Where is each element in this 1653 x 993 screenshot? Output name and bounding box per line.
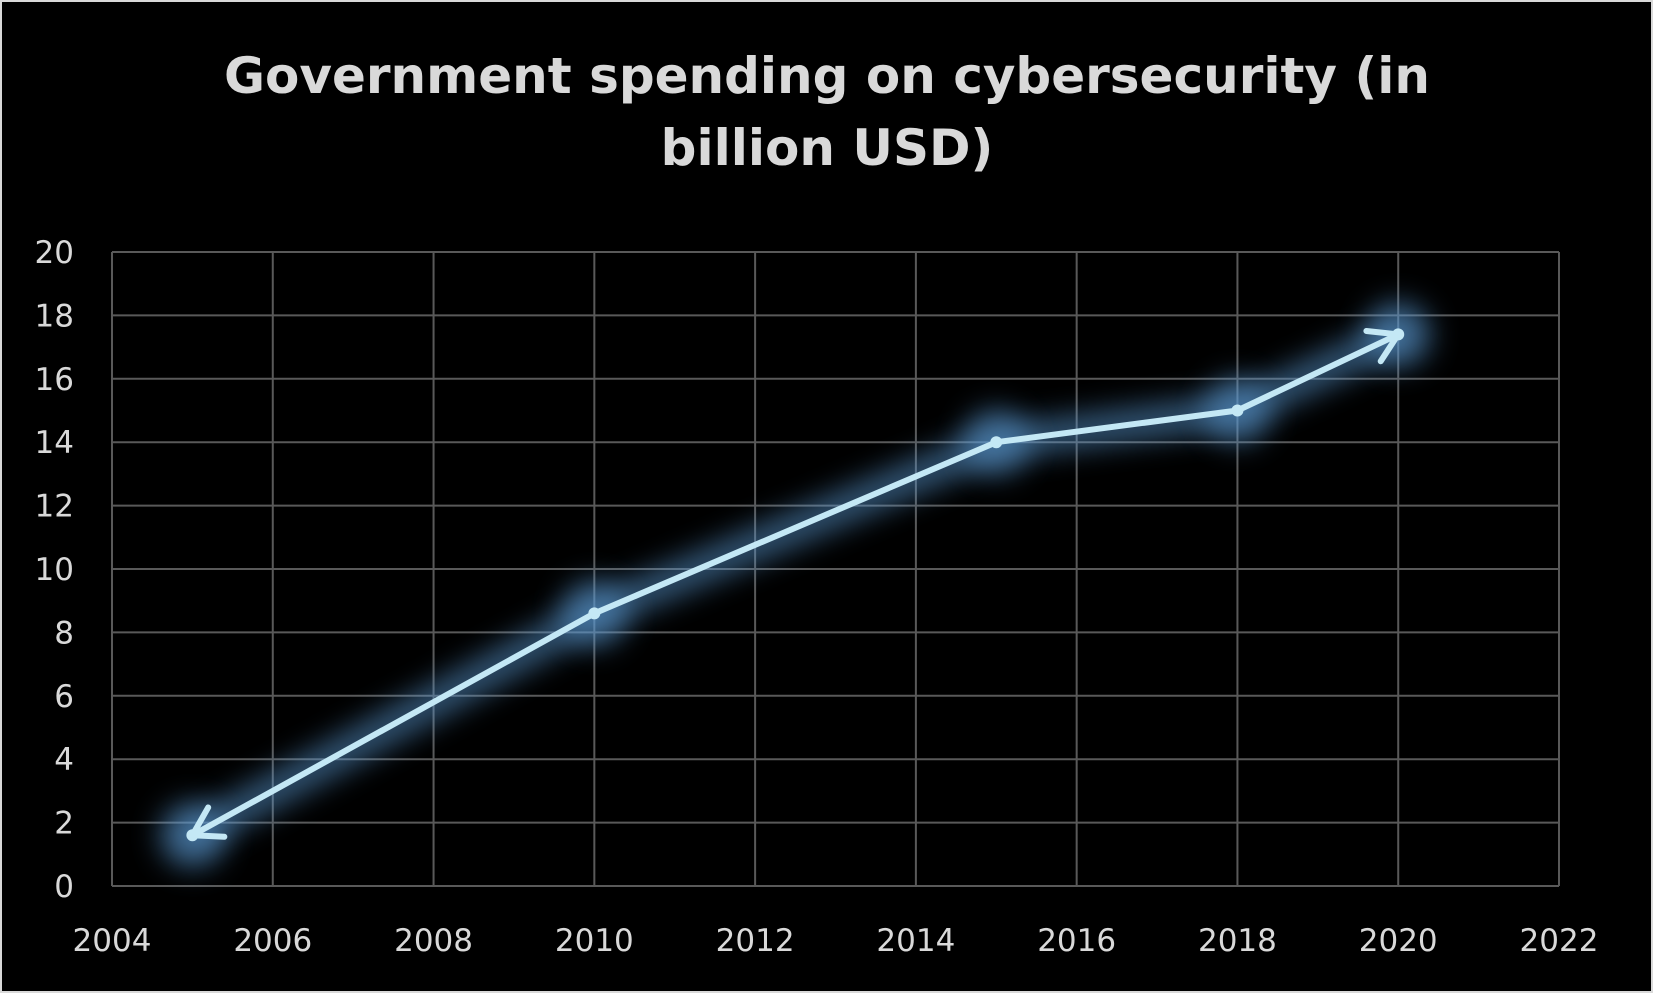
- y-tick-label: 20: [35, 235, 74, 271]
- y-tick-label: 4: [54, 742, 74, 778]
- y-tick-label: 6: [54, 679, 74, 715]
- data-point: [1231, 404, 1244, 417]
- x-tick-label: 2020: [1359, 923, 1438, 959]
- data-point: [990, 436, 1003, 449]
- y-tick-label: 2: [54, 806, 74, 842]
- y-tick-label: 10: [35, 552, 74, 588]
- data-point: [1392, 328, 1405, 341]
- y-tick-label: 16: [35, 362, 74, 398]
- tick-labels: 0 2 4 6 8 10 12 14 16 18 20 2004 2006 2008 2010 2012 201…: [35, 235, 1599, 959]
- y-tick-label: 0: [54, 869, 74, 905]
- series-markers: [186, 328, 1405, 842]
- x-tick-label: 2022: [1520, 923, 1599, 959]
- chart-title: Government spending on cybersecurity (in…: [224, 47, 1430, 177]
- y-tick-label: 12: [35, 489, 74, 525]
- x-tick-label: 2014: [876, 923, 955, 959]
- x-tick-label: 2010: [555, 923, 634, 959]
- data-point: [588, 607, 601, 620]
- x-tick-label: 2016: [1037, 923, 1116, 959]
- y-tick-label: 14: [35, 425, 74, 461]
- x-tick-label: 2018: [1198, 923, 1277, 959]
- x-tick-label: 2008: [394, 923, 473, 959]
- y-tick-label: 8: [54, 615, 74, 651]
- series-glow: [158, 300, 1433, 870]
- data-point: [186, 829, 199, 842]
- x-tick-label: 2006: [233, 923, 312, 959]
- x-tick-label: 2012: [716, 923, 795, 959]
- x-tick-label: 2004: [73, 923, 152, 959]
- y-tick-label: 18: [35, 298, 74, 334]
